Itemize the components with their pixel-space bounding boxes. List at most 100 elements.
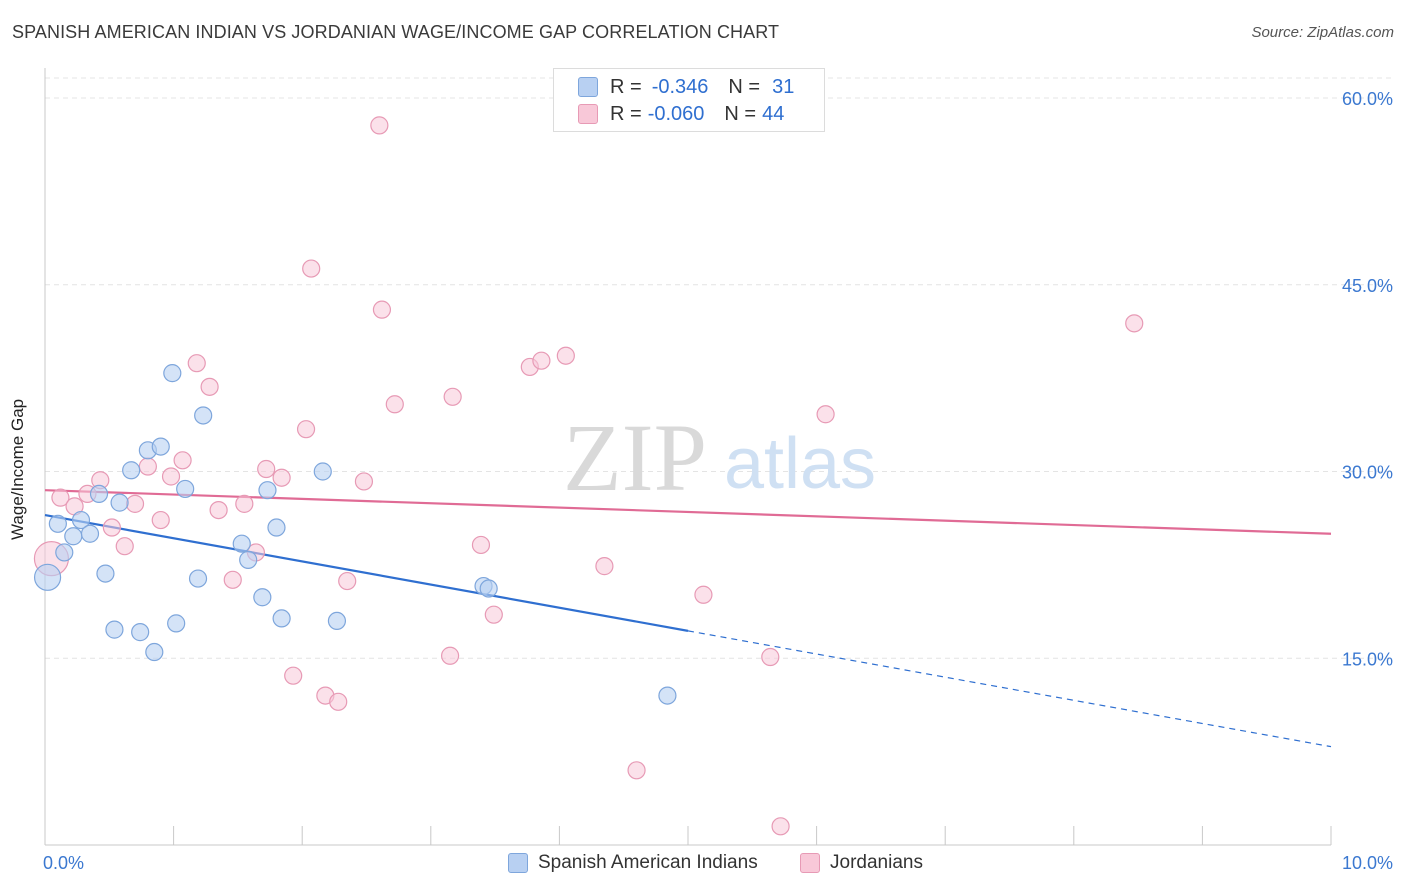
jordanians-point — [102, 518, 121, 537]
jordanians-point — [372, 300, 392, 319]
spanish-american-indians-point — [167, 614, 186, 633]
jordanians-point — [51, 488, 70, 507]
y-tick-label: 60.0% — [1342, 89, 1393, 109]
legend-swatch-blue — [578, 77, 598, 97]
jordanians-point — [302, 259, 321, 278]
spanish-american-indians-points — [33, 364, 677, 705]
jordanians-point — [595, 557, 614, 576]
spanish-american-indians-point — [479, 579, 498, 598]
legend-r-value-2: -0.060 — [647, 102, 705, 125]
y-tick-label: 30.0% — [1342, 463, 1393, 483]
jordanians-point — [329, 692, 348, 711]
jordanians-point — [484, 605, 503, 624]
jordanians-point — [257, 459, 276, 479]
spanish-american-indians-point — [163, 364, 182, 383]
legend-n-label-2: N = — [724, 102, 757, 125]
spanish-american-indians-point — [188, 569, 208, 588]
jordanians-trend-line — [44, 489, 1332, 535]
bottom-legend-swatch-pink — [800, 853, 820, 873]
jordanians-point — [138, 457, 157, 476]
jordanians-point — [556, 346, 575, 365]
jordanians-point — [627, 761, 646, 780]
spanish-american-indians-point — [253, 588, 272, 607]
jordanians-point — [471, 535, 491, 555]
spanish-american-indians-point — [232, 534, 251, 553]
jordanians-point — [338, 571, 357, 591]
trend-lines — [44, 489, 1332, 748]
jordanians-point — [161, 467, 181, 486]
jordanians-point — [223, 570, 242, 589]
gridlines — [45, 77, 1395, 659]
jordanians-point — [209, 500, 228, 520]
spanish-american-indians-point — [64, 527, 83, 546]
legend-n-value-1: 31 — [772, 75, 795, 98]
spanish-american-indians-point — [151, 437, 170, 456]
bottom-legend-label-1: Spanish American Indians — [538, 852, 758, 873]
legend-swatch-pink — [578, 104, 598, 124]
spanish-american-indians-trend-line — [44, 513, 689, 632]
tick-labels: 15.0% 30.0% 45.0% 60.0% 0.0% 10.0% — [43, 89, 1393, 873]
jordanians-point — [115, 537, 134, 556]
spanish-american-indians-point — [272, 609, 291, 628]
spanish-american-indians-point — [105, 620, 124, 639]
jordanians-point — [296, 420, 316, 439]
chart-title: SPANISH AMERICAN INDIAN VS JORDANIAN WAG… — [12, 22, 780, 42]
spanish-american-indians-point — [89, 484, 109, 504]
jordanians-point — [272, 468, 291, 487]
spanish-american-indians-point — [239, 550, 258, 569]
spanish-american-indians-point — [48, 514, 67, 533]
jordanians-point — [440, 646, 460, 665]
watermark-atlas: atlas — [724, 424, 876, 504]
spanish-american-indians-point — [33, 563, 62, 591]
spanish-american-indians-point — [267, 518, 286, 537]
y-axis-label: Wage/Income Gap — [8, 398, 27, 540]
jordanians-point — [354, 472, 374, 491]
y-tick-label: 45.0% — [1342, 276, 1393, 296]
spanish-american-indians-point — [55, 543, 74, 562]
y-tick-label: 15.0% — [1342, 649, 1393, 669]
jordanians-point — [771, 817, 790, 836]
jordanians-point — [532, 351, 551, 370]
spanish-american-indians-point — [258, 481, 277, 500]
spanish-american-indians-point — [313, 462, 332, 481]
jordanians-point — [370, 116, 389, 135]
spanish-american-indians-point — [71, 510, 91, 530]
watermark-zip: ZIP — [563, 404, 707, 511]
spanish-american-indians-point — [110, 493, 129, 512]
bottom-legend-swatch-blue — [508, 853, 528, 873]
spanish-american-indians-point — [176, 479, 195, 499]
spanish-american-indians-point — [658, 686, 677, 705]
jordanians-point — [443, 387, 462, 406]
spanish-american-indians-point — [327, 611, 347, 631]
jordanians-point — [694, 585, 713, 604]
x-tick-label-min: 0.0% — [43, 853, 84, 873]
jordanians-point — [125, 494, 145, 513]
spanish-american-indians-point — [145, 642, 164, 662]
correlation-legend: R = -0.346 N = 31 R = -0.060 N = 44 — [553, 68, 825, 132]
jordanians-point — [385, 395, 404, 414]
jordanians-point — [235, 494, 254, 513]
bottom-legend-label-2: Jordanians — [830, 852, 923, 873]
spanish-american-indians-point — [96, 564, 115, 583]
spanish-american-indians-point — [80, 524, 100, 543]
spanish-american-indians-point — [194, 406, 213, 425]
legend-n-value-2: 44 — [762, 102, 785, 125]
source-label: Source: ZipAtlas.com — [1251, 24, 1394, 41]
jordanians-point — [187, 354, 206, 373]
jordanians-point — [200, 377, 219, 396]
axes — [44, 68, 1332, 846]
jordanians-point — [173, 451, 192, 470]
bottom-legend-series2: Jordanians — [800, 852, 923, 874]
jordanians-point — [761, 647, 780, 667]
x-tick-label-max: 10.0% — [1342, 853, 1393, 873]
legend-r-value-1: -0.346 — [651, 75, 709, 98]
spanish-american-indians-point — [122, 461, 141, 480]
legend-r-label-1: R = — [610, 75, 642, 98]
jordanians-point — [816, 405, 835, 424]
jordanians-point — [151, 510, 170, 530]
legend-row-series2: R = -0.060 N = 44 — [578, 101, 784, 127]
legend-n-label-1: N = — [728, 75, 761, 98]
legend-r-label-2: R = — [610, 102, 642, 125]
spanish-american-indians-point — [131, 623, 150, 642]
